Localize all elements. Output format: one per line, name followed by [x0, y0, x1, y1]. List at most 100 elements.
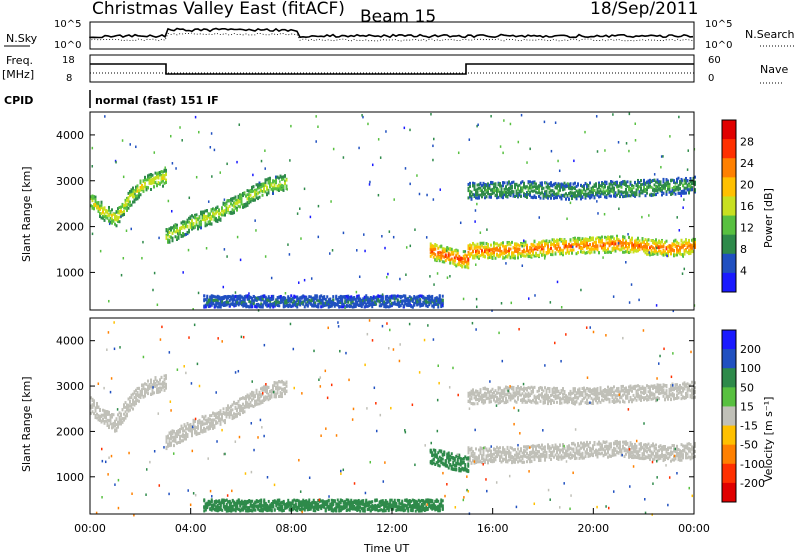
power-cell — [544, 121, 546, 124]
power-cell — [289, 253, 291, 256]
power-cell — [613, 237, 615, 240]
power-cell — [639, 248, 641, 251]
velocity-cell — [474, 453, 476, 456]
noise-search-line — [90, 33, 693, 42]
power-cell — [635, 139, 637, 142]
power-cell — [550, 247, 552, 250]
power-cell — [580, 289, 582, 292]
power-cell — [534, 240, 536, 243]
power-cell — [486, 228, 488, 231]
power-cell — [606, 182, 608, 185]
power-cell — [576, 197, 578, 200]
power-cell — [463, 298, 465, 301]
power-cell — [442, 299, 444, 302]
velocity-cell — [197, 425, 199, 428]
power-cell — [119, 220, 121, 223]
freq-label: Freq. — [6, 54, 33, 67]
power-cell — [681, 239, 683, 242]
power-cell — [344, 306, 346, 309]
power-cell — [196, 176, 198, 179]
power-cell — [505, 262, 507, 265]
power-cell — [557, 281, 559, 284]
velocity-cell — [230, 411, 232, 414]
power-cell — [170, 135, 172, 138]
velocity-cell — [93, 399, 95, 402]
power-cell — [284, 174, 286, 177]
power-cell — [446, 249, 448, 252]
power-cell — [187, 225, 189, 228]
power-cell — [571, 252, 573, 255]
power-cell — [625, 188, 627, 191]
power-cell — [495, 257, 497, 260]
power-cell — [110, 211, 112, 214]
power-cell — [332, 301, 334, 304]
power-cell — [323, 295, 325, 298]
power-cell — [298, 281, 300, 284]
power-cell — [604, 213, 606, 216]
power-cell — [123, 207, 125, 210]
power-cell — [299, 207, 301, 210]
power-cell — [206, 209, 208, 212]
power-cell — [206, 247, 208, 250]
power-cell — [476, 306, 478, 309]
power-cell — [157, 304, 159, 307]
power-cell — [393, 236, 395, 239]
power-cell — [330, 200, 332, 203]
power-cell — [254, 219, 256, 222]
power-cell — [211, 223, 213, 226]
power-cell — [467, 262, 469, 265]
power-cell — [200, 226, 202, 229]
power-cell — [528, 297, 530, 300]
power-cell — [171, 210, 173, 213]
power-cell — [315, 140, 317, 143]
power-cell — [271, 277, 273, 280]
power-cell — [262, 194, 264, 197]
power-cell — [661, 155, 663, 158]
power-cell — [526, 161, 528, 164]
power-cell — [126, 229, 128, 232]
power-cell — [150, 188, 152, 191]
velocity-cell — [191, 434, 193, 437]
power-cell — [541, 183, 543, 186]
power-cell — [179, 126, 181, 129]
power-cell — [333, 148, 335, 151]
power-cell — [510, 123, 512, 126]
power-cell — [240, 259, 242, 262]
power-cell — [433, 198, 435, 201]
power-cell — [134, 193, 136, 196]
power-cell — [511, 186, 513, 189]
power-cell — [244, 191, 246, 194]
power-cell — [436, 244, 438, 247]
power-cell — [471, 246, 473, 249]
power-cell — [382, 293, 384, 296]
power-cell — [220, 218, 222, 221]
power-cell — [510, 193, 512, 196]
station-title: Christmas Valley East (fitACF) — [92, 0, 345, 19]
power-cell — [430, 113, 432, 116]
power-cell — [255, 229, 257, 232]
power-cell — [317, 126, 319, 129]
power-cell — [618, 141, 620, 144]
power-cell — [475, 263, 477, 266]
power-cell — [526, 196, 528, 199]
power-cell — [279, 188, 281, 191]
power-cell — [442, 295, 444, 298]
power-cell — [577, 184, 579, 187]
power-cell — [472, 250, 474, 253]
power-cell — [241, 198, 243, 201]
power-cell — [226, 203, 228, 206]
power-cell — [592, 237, 594, 240]
power-cell — [199, 217, 201, 220]
power-cell — [123, 257, 125, 260]
power-cell — [123, 210, 125, 213]
power-cell — [628, 245, 630, 248]
power-cell — [437, 272, 439, 275]
power-cell — [535, 196, 537, 199]
power-cell — [290, 125, 292, 128]
power-cell — [176, 224, 178, 227]
power-cell — [570, 202, 572, 205]
power-cell — [490, 244, 492, 247]
velocity-cell — [281, 395, 283, 398]
colorbar-tick-label: 4 — [740, 265, 747, 278]
power-cell — [511, 302, 513, 305]
